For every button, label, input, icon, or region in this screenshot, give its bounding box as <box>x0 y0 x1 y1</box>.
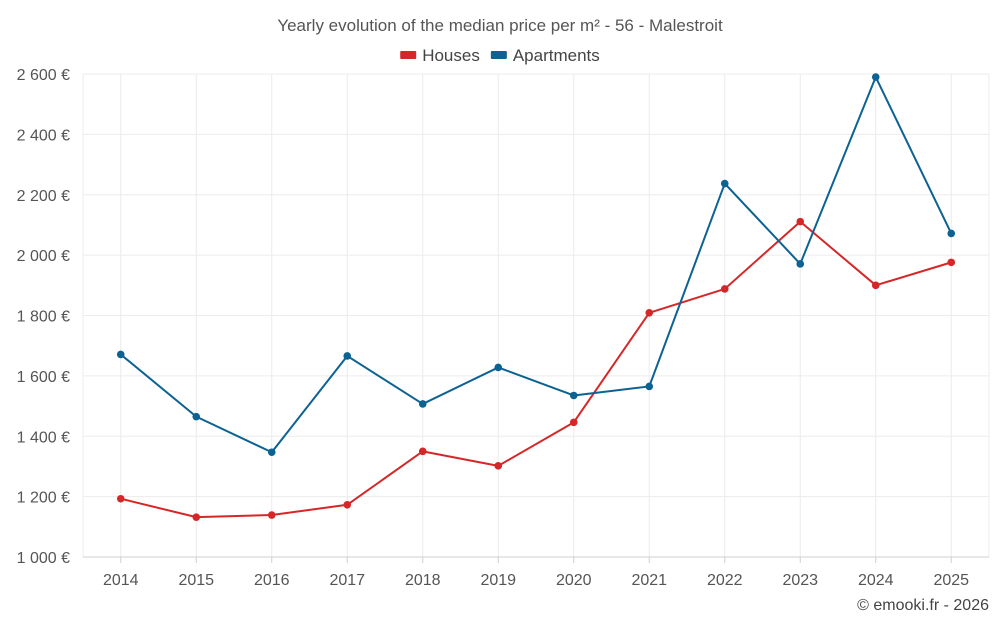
chart-title: Yearly evolution of the median price per… <box>277 16 723 35</box>
y-tick-label: 2 200 € <box>17 188 70 205</box>
legend-swatch <box>490 51 507 59</box>
data-point-apartments <box>947 229 956 238</box>
x-tick-label: 2015 <box>178 572 214 589</box>
data-point-houses <box>645 308 654 317</box>
data-point-houses <box>418 447 427 456</box>
data-point-houses <box>192 513 201 521</box>
x-tick-label: 2020 <box>556 572 592 589</box>
data-point-apartments <box>343 352 352 360</box>
data-point-apartments <box>116 350 125 359</box>
legend-swatch <box>400 51 417 59</box>
y-tick-label: 1 600 € <box>17 369 70 386</box>
data-point-houses <box>796 217 805 226</box>
data-point-apartments <box>569 391 578 400</box>
data-point-houses <box>267 511 276 519</box>
y-tick-label: 1 400 € <box>17 429 70 446</box>
axes: 1 000 € 1 200 € 1 400 € 1 600 € 1 800 € 2 000… <box>17 67 989 589</box>
legend-label: Apartments <box>513 46 600 65</box>
data-point-houses <box>720 285 729 293</box>
data-point-houses <box>947 258 956 267</box>
data-point-houses <box>116 494 125 503</box>
legend-item-apartments[interactable]: Apartments <box>490 46 600 65</box>
x-tick-label: 2025 <box>933 572 969 589</box>
legend-item-houses[interactable]: Houses <box>400 46 480 65</box>
y-tick-label: 1 200 € <box>17 490 70 507</box>
y-tick-label: 2 400 € <box>17 127 70 144</box>
x-tick-label: 2017 <box>329 572 365 589</box>
data-point-apartments <box>267 448 276 457</box>
credit-text: © emooki.fr - 2026 <box>857 597 989 614</box>
data-point-apartments <box>418 400 427 408</box>
data-point-apartments <box>494 363 503 372</box>
data-point-houses <box>343 500 352 509</box>
grid <box>82 73 990 558</box>
x-tick-label: 2021 <box>631 572 667 589</box>
legend-label: Houses <box>422 46 480 65</box>
data-point-apartments <box>796 260 805 268</box>
series-line-houses <box>120 220 952 519</box>
legend: Houses Apartments <box>400 46 600 65</box>
x-tick-label: 2018 <box>405 572 441 589</box>
data-point-apartments <box>645 382 654 391</box>
x-tick-label: 2014 <box>103 572 139 589</box>
data-point-apartments <box>720 179 729 188</box>
data-point-apartments <box>871 73 880 81</box>
x-tick-label: 2024 <box>858 572 894 589</box>
series-line-apartments <box>120 76 953 454</box>
data-point-houses <box>494 462 503 470</box>
x-tick-label: 2019 <box>480 572 516 589</box>
series <box>116 73 956 521</box>
data-point-houses <box>871 281 880 290</box>
x-tick-label: 2016 <box>254 572 290 589</box>
data-point-apartments <box>192 412 201 421</box>
x-tick-label: 2023 <box>782 572 818 589</box>
data-point-houses <box>569 418 578 427</box>
x-tick-label: 2022 <box>707 572 743 589</box>
y-tick-label: 1 800 € <box>17 309 70 326</box>
y-tick-label: 2 000 € <box>17 248 70 265</box>
y-tick-label: 1 000 € <box>17 550 70 567</box>
y-tick-label: 2 600 € <box>17 67 70 84</box>
